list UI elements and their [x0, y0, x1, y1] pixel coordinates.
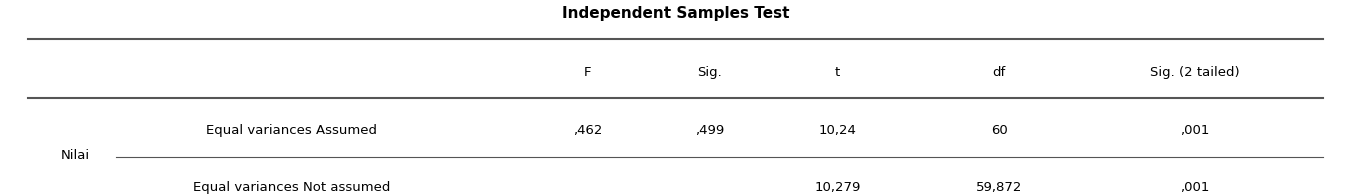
- Text: Sig.: Sig.: [697, 66, 721, 79]
- Text: 10,24: 10,24: [819, 124, 857, 137]
- Text: t: t: [835, 66, 840, 79]
- Text: ,499: ,499: [694, 124, 724, 137]
- Text: 60: 60: [990, 124, 1008, 137]
- Text: ,001: ,001: [1179, 124, 1209, 137]
- Text: ,462: ,462: [573, 124, 603, 137]
- Text: Independent Samples Test: Independent Samples Test: [562, 6, 789, 21]
- Text: ,001: ,001: [1179, 181, 1209, 194]
- Text: 59,872: 59,872: [975, 181, 1023, 194]
- Text: 10,279: 10,279: [815, 181, 861, 194]
- Text: Nilai: Nilai: [61, 149, 91, 162]
- Text: df: df: [993, 66, 1005, 79]
- Text: Sig. (2 tailed): Sig. (2 tailed): [1150, 66, 1239, 79]
- Text: F: F: [584, 66, 592, 79]
- Text: Equal variances Not assumed: Equal variances Not assumed: [193, 181, 390, 194]
- Text: Equal variances Assumed: Equal variances Assumed: [205, 124, 377, 137]
